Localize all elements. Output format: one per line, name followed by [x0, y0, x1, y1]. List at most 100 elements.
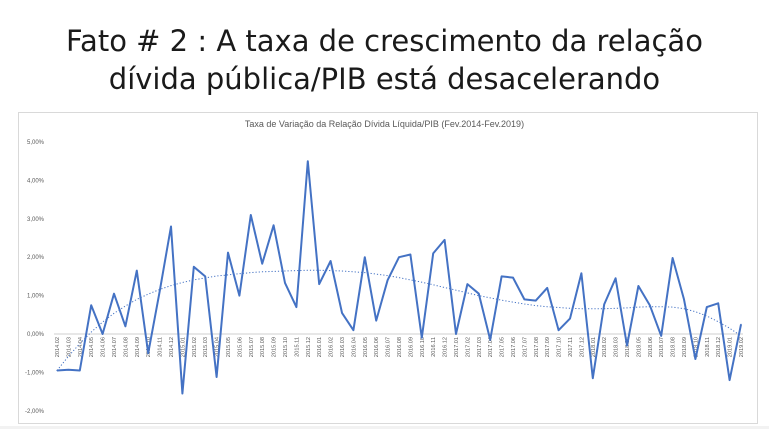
slide-title-line2: dívida pública/PIB está desacelerando [108, 62, 661, 96]
x-tick-label: 2014.04 [78, 337, 84, 357]
x-tick-label: 2014.05 [89, 337, 95, 357]
x-tick-label: 2015.10 [283, 337, 289, 357]
chart-title: Taxa de Variação da Relação Dívida Líqui… [244, 119, 525, 129]
slide-title: Fato # 2 : A taxa de crescimento da rela… [0, 22, 769, 98]
data-point [159, 291, 161, 293]
x-tick-label: 2015.01 [180, 337, 186, 357]
x-tick-label: 2015.09 [272, 337, 278, 357]
x-tick-label: 2018.09 [682, 337, 688, 357]
x-tick-label: 2017.04 [488, 337, 494, 357]
x-tick-label: 2016.10 [420, 337, 426, 357]
trend-line [56, 269, 742, 371]
x-tick-label: 2015.12 [306, 337, 312, 357]
data-point [90, 304, 92, 306]
x-tick-label: 2014.11 [158, 337, 164, 357]
x-tick-label: 2016.02 [329, 337, 335, 357]
data-point [717, 302, 719, 304]
x-tick-label: 2018.05 [636, 337, 642, 357]
x-tick-label: 2018.10 [693, 337, 699, 357]
data-point [398, 256, 400, 258]
data-point [444, 239, 446, 241]
x-tick-label: 2014.12 [169, 337, 175, 357]
series-line [56, 160, 742, 395]
data-point [147, 352, 149, 354]
data-point [295, 306, 297, 308]
x-tick-label: 2018.04 [625, 337, 631, 357]
data-point [67, 369, 69, 371]
bottom-divider [0, 426, 769, 429]
y-tick-label: -2,00% [25, 409, 45, 415]
data-point [615, 277, 617, 279]
data-point [672, 257, 674, 259]
data-point [740, 323, 742, 325]
data-point [352, 329, 354, 331]
data-point [546, 287, 548, 289]
data-point [683, 298, 685, 301]
data-point [523, 298, 526, 301]
x-tick-label: 2015.11 [294, 337, 300, 357]
x-tick-label: 2017.01 [454, 337, 460, 357]
data-point [421, 337, 423, 339]
x-tick-label: 2016.05 [363, 337, 369, 357]
data-point [318, 283, 320, 285]
x-tick-label: 2018.11 [705, 337, 711, 357]
x-tick-label: 2016.07 [386, 337, 392, 357]
x-tick-label: 2014.07 [112, 337, 118, 357]
data-point [637, 285, 640, 287]
data-point [649, 304, 651, 306]
data-point [261, 263, 263, 265]
x-tick-label: 2014.02 [55, 337, 61, 357]
x-tick-label: 2018.08 [671, 337, 677, 357]
x-tick-label: 2015.03 [203, 337, 209, 357]
x-tick-label: 2018.06 [648, 337, 654, 357]
data-point [238, 295, 240, 297]
x-tick-label: 2017.08 [534, 337, 540, 357]
x-tick-label: 2018.07 [659, 337, 665, 357]
data-point [626, 344, 628, 347]
data-point [466, 283, 468, 285]
x-tick-label: 2015.06 [237, 337, 243, 357]
data-point [432, 252, 434, 254]
y-tick-label: -1,00% [25, 370, 45, 376]
data-point [136, 270, 138, 272]
x-tick-label: 2017.06 [511, 337, 517, 357]
x-tick-label: 2017.07 [522, 337, 528, 357]
x-tick-label: 2014.03 [66, 337, 72, 357]
data-point [387, 279, 389, 281]
x-tick-label: 2014.09 [135, 337, 141, 357]
data-point [273, 224, 275, 226]
x-tick-label: 2015.02 [192, 337, 198, 357]
y-tick-label: 2,00% [27, 255, 45, 261]
y-tick-label: 4,00% [27, 178, 45, 184]
x-tick-label: 2016.04 [351, 337, 357, 357]
data-point [729, 379, 731, 381]
data-point [341, 312, 343, 314]
data-point [216, 376, 218, 378]
slide-title-line1: Fato # 2 : A taxa de crescimento da rela… [66, 24, 703, 58]
x-tick-label: 2016.09 [408, 337, 414, 357]
x-tick-label: 2015.04 [215, 337, 221, 357]
data-point [170, 225, 172, 228]
data-point [79, 369, 81, 372]
x-tick-label: 2015.08 [260, 337, 266, 357]
data-point [193, 266, 195, 268]
x-tick-label: 2016.12 [443, 337, 449, 357]
x-tick-label: 2016.01 [317, 337, 323, 357]
data-point [603, 303, 605, 306]
x-tick-label: 2018.12 [716, 337, 722, 357]
x-tick-label: 2015.07 [249, 337, 255, 357]
x-tick-label: 2018.03 [614, 337, 620, 357]
x-tick-label: 2016.11 [431, 337, 437, 357]
data-point [113, 293, 115, 295]
data-point [558, 329, 560, 331]
x-tick-label: 2017.02 [465, 337, 471, 357]
data-point [307, 160, 309, 162]
data-point [512, 276, 514, 279]
y-tick-label: 3,00% [27, 217, 45, 223]
data-point [181, 392, 183, 395]
x-tick-label: 2018.02 [602, 337, 608, 357]
data-point [489, 339, 491, 341]
data-point [375, 319, 377, 322]
x-tick-label: 2017.05 [500, 337, 506, 357]
